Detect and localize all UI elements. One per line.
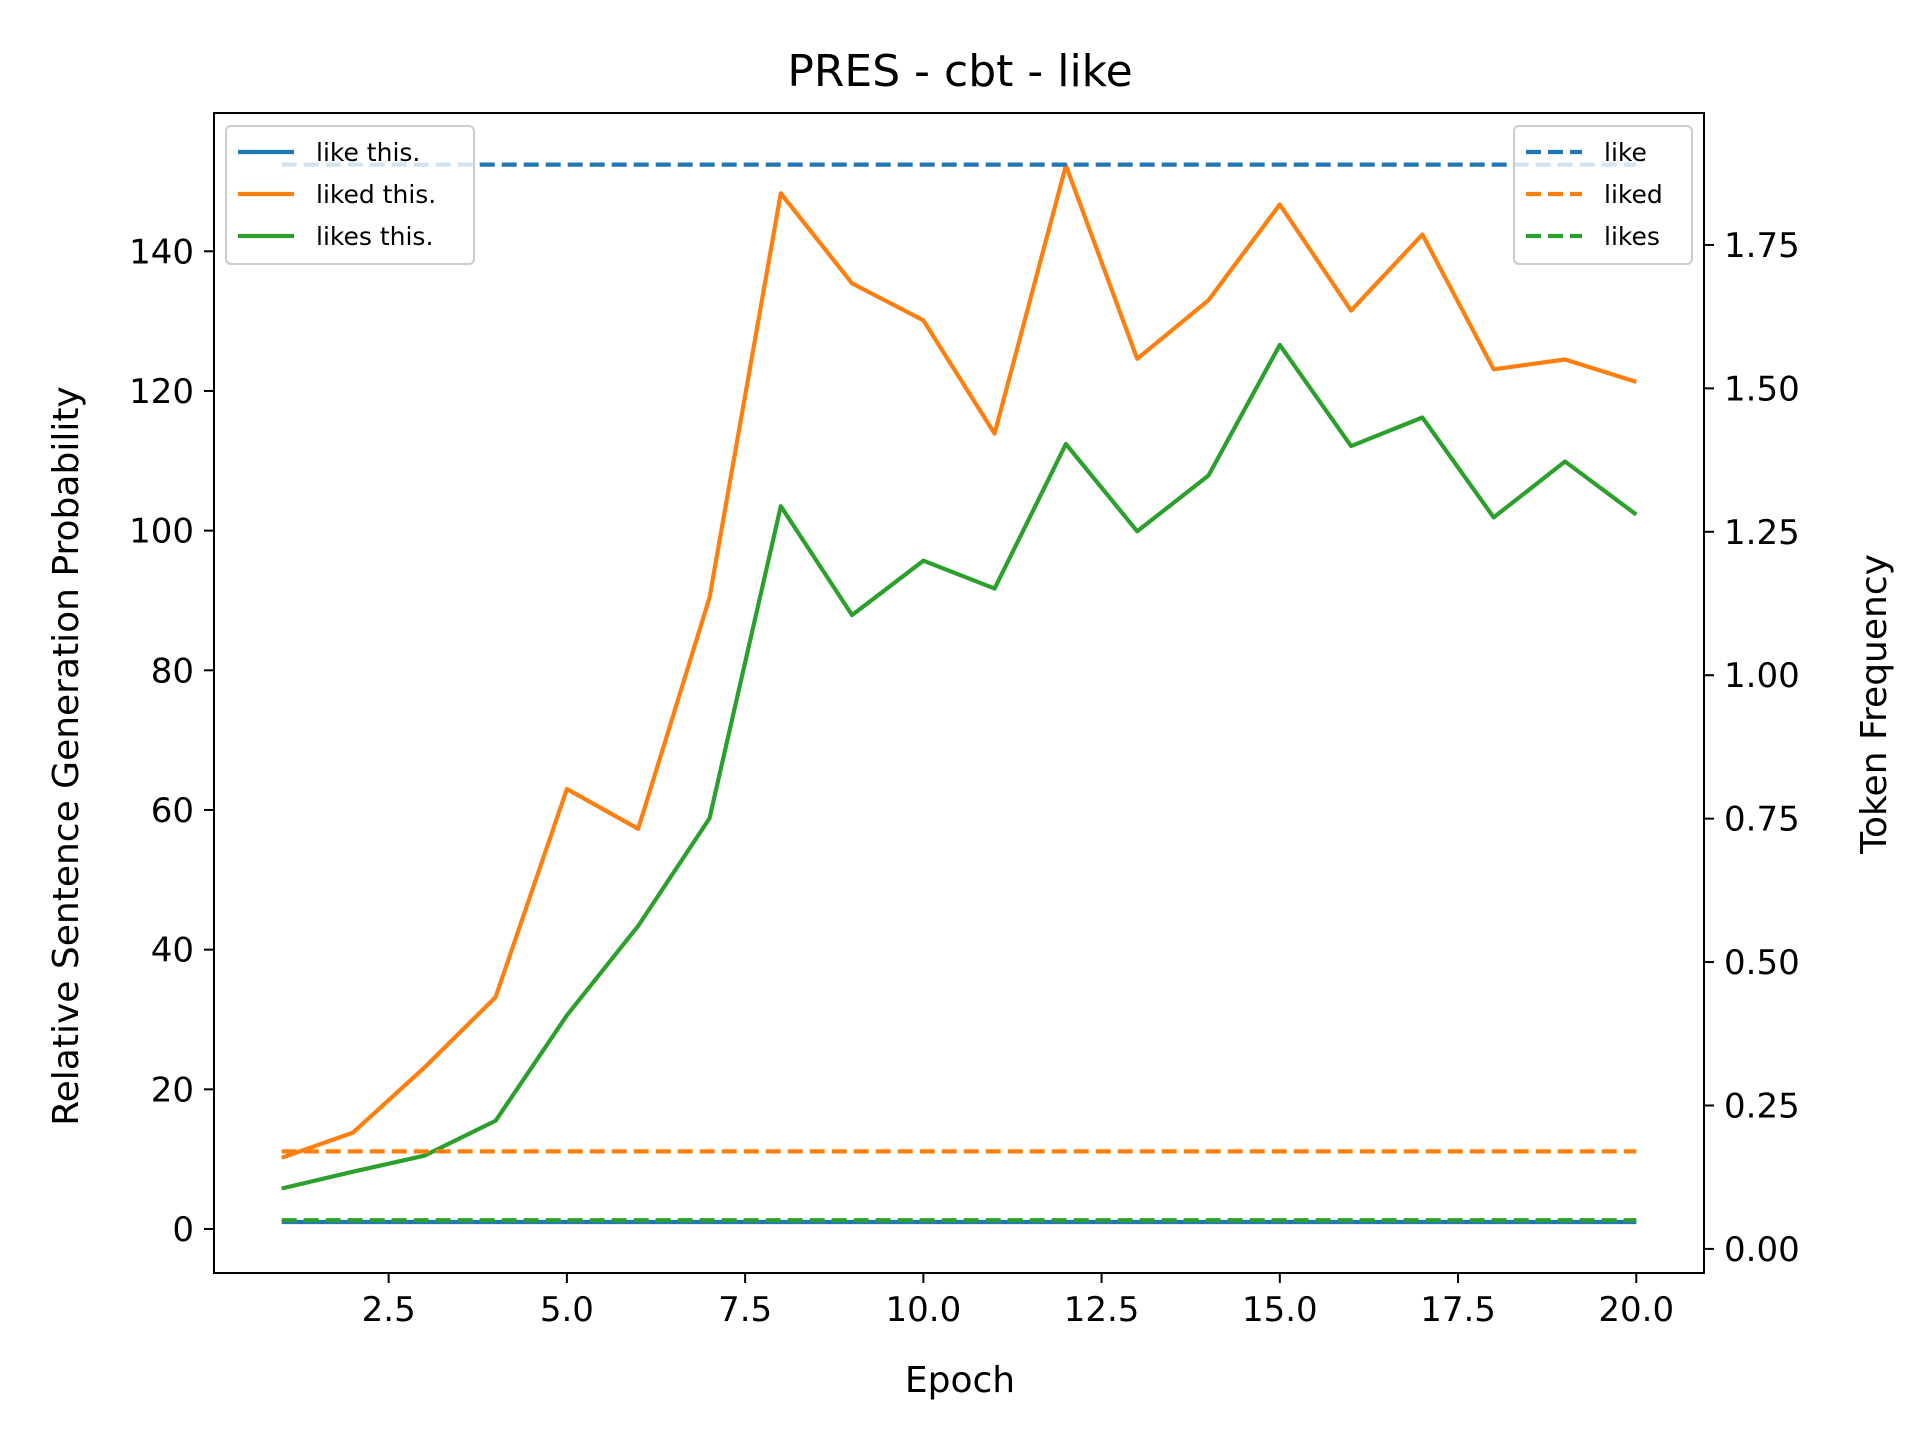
legend-frequency-box: [1513, 125, 1693, 265]
y-tick-label: 80: [151, 651, 194, 691]
y2-tick-label: 1.25: [1724, 513, 1800, 553]
y2-tick-label: 1.00: [1724, 656, 1800, 696]
y2-tick-label: 1.50: [1724, 369, 1800, 409]
legend-label: liked: [1604, 180, 1663, 209]
legend-label: likes: [1604, 222, 1660, 251]
y-tick-label: 0: [172, 1210, 194, 1250]
chart-title: PRES - cbt - like: [787, 46, 1132, 97]
y-tick-label: 100: [129, 512, 194, 552]
legend-probability-box: [225, 125, 475, 265]
y-tick-label: 20: [151, 1070, 194, 1110]
y2-tick-label: 0.75: [1724, 800, 1800, 840]
series-line-prob-1: [281, 163, 1637, 1160]
legend-probability: like this. liked this. likes this.: [225, 125, 475, 265]
y2-axis-label: Token Frequency: [1854, 554, 1895, 855]
y-tick-label: 60: [151, 791, 194, 831]
y-tick-label: 140: [129, 232, 194, 272]
y2-tick-label: 0.50: [1724, 943, 1800, 983]
y2-tick-label: 0.00: [1724, 1230, 1800, 1270]
x-tick-label: 2.5: [362, 1290, 416, 1330]
y2-tick-label: 1.75: [1724, 226, 1800, 266]
x-tick-label: 20.0: [1598, 1290, 1674, 1330]
x-tick-label: 15.0: [1242, 1290, 1318, 1330]
legend-frequency: like liked likes: [1513, 125, 1693, 265]
x-tick-label: 10.0: [886, 1290, 962, 1330]
y-tick-label: 120: [129, 372, 194, 412]
x-tick-label: 7.5: [718, 1290, 772, 1330]
x-tick-label: 5.0: [540, 1290, 594, 1330]
x-axis-label: Epoch: [905, 1360, 1015, 1401]
y-axis-label: Relative Sentence Generation Probability: [46, 386, 87, 1125]
x-tick-label: 12.5: [1064, 1290, 1140, 1330]
legend-label: like this.: [316, 138, 420, 167]
y2-tick-label: 0.25: [1724, 1086, 1800, 1126]
x-tick-label: 17.5: [1420, 1290, 1496, 1330]
legend-label: liked this.: [316, 180, 436, 209]
y-tick-label: 40: [151, 931, 194, 971]
series-line-prob-2: [281, 342, 1638, 1191]
legend-label: likes this.: [316, 222, 433, 251]
plot-frame: [213, 112, 1705, 1274]
legend-label: like: [1604, 138, 1647, 167]
